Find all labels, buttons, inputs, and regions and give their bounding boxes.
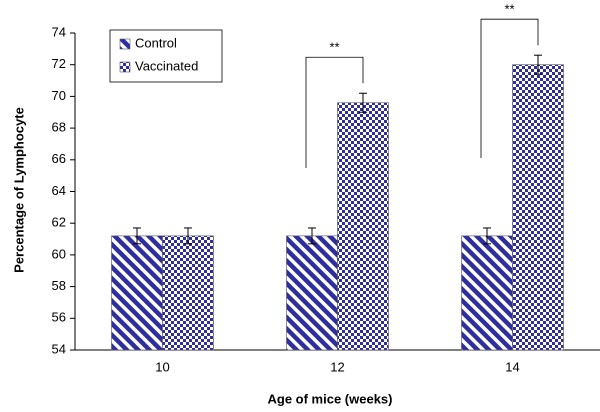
error-bar xyxy=(308,227,316,245)
y-tick-label: 68 xyxy=(52,120,66,135)
annotation: ** xyxy=(329,40,339,55)
x-tick-label: 12 xyxy=(330,359,344,374)
significance-bracket xyxy=(305,56,364,168)
error-bar xyxy=(483,227,491,245)
y-tick-label: 74 xyxy=(52,24,66,39)
bar xyxy=(337,102,389,351)
significance-bracket xyxy=(480,18,539,158)
bar xyxy=(111,235,163,351)
y-axis-title: Percentage of Lymphocyte xyxy=(11,107,26,273)
y-tick-label: 62 xyxy=(52,215,66,230)
y-tick-label: 58 xyxy=(52,278,66,293)
x-tick-label: 14 xyxy=(505,359,519,374)
legend-label: Vaccinated xyxy=(135,58,198,73)
legend-box xyxy=(109,29,223,83)
x-axis-title: Age of mice (weeks) xyxy=(268,391,393,406)
error-bar xyxy=(133,227,141,245)
y-tick-label: 54 xyxy=(52,341,66,356)
y-tick-label: 56 xyxy=(52,310,66,325)
y-tick-label: 60 xyxy=(52,246,66,261)
bar xyxy=(286,235,338,351)
annotation: ** xyxy=(504,2,514,17)
x-tick-label: 10 xyxy=(155,359,169,374)
legend-swatch xyxy=(119,61,131,73)
y-tick-label: 72 xyxy=(52,56,66,71)
error-bar xyxy=(359,92,367,113)
y-tick-label: 66 xyxy=(52,151,66,166)
error-bar xyxy=(534,54,542,75)
y-tick-label: 64 xyxy=(52,183,66,198)
y-tick-label: 70 xyxy=(52,88,66,103)
legend-label: Control xyxy=(135,35,177,50)
bar xyxy=(461,235,513,351)
bar xyxy=(162,235,214,351)
legend-swatch xyxy=(119,38,131,50)
bar xyxy=(512,64,564,351)
error-bar xyxy=(184,227,192,245)
